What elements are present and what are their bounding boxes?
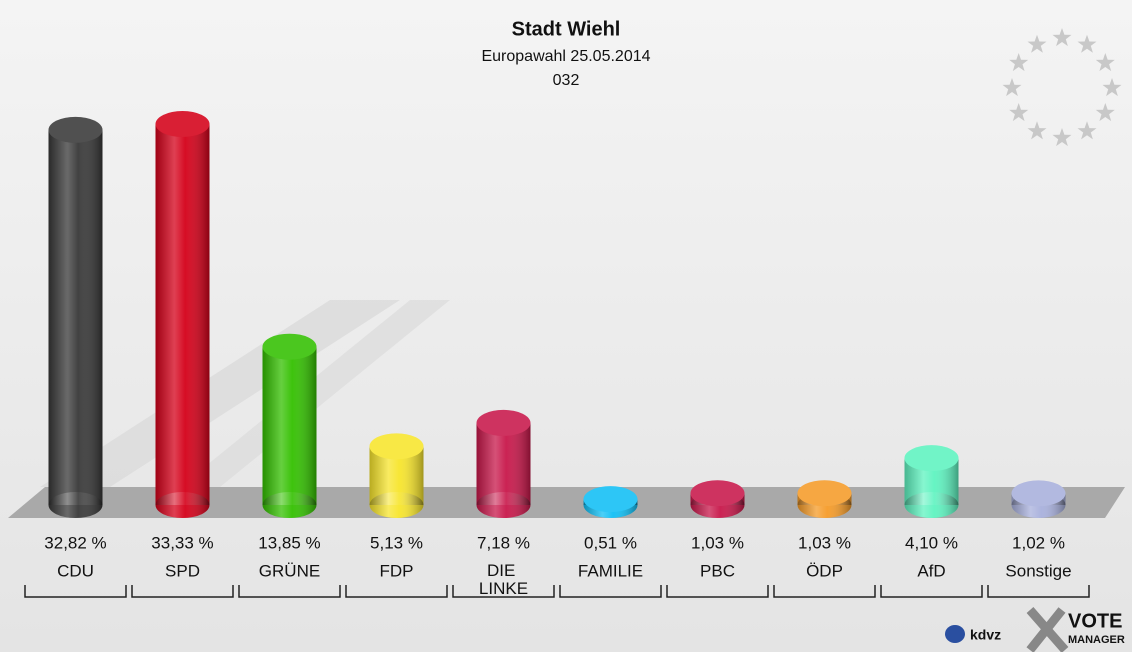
bracket (773, 585, 876, 598)
x-tick-label: FDP (380, 561, 414, 580)
bar-shade (155, 124, 210, 506)
star (1027, 34, 1047, 53)
x-tick-label: GRÜNE (259, 561, 320, 580)
value-label: 1,03 % (798, 533, 851, 552)
value-label: 13,85 % (258, 533, 320, 552)
bar-top (797, 480, 852, 507)
bar-shade (476, 422, 531, 505)
star (1009, 53, 1029, 72)
value-label: 0,51 % (584, 533, 637, 552)
bar-shade (262, 346, 317, 505)
value-label: 4,10 % (905, 533, 958, 552)
value-label: 5,13 % (370, 533, 423, 552)
bracket (131, 585, 234, 598)
eu-stars (1002, 28, 1122, 147)
bar-top (155, 111, 210, 138)
bracket (238, 585, 341, 598)
star (1077, 34, 1097, 53)
bracket (559, 585, 662, 598)
bar-top-highlight (1011, 480, 1066, 507)
bar-shade (48, 129, 103, 505)
bar-top-highlight (262, 333, 317, 360)
x-tick-label: FAMILIE (578, 561, 643, 580)
bar-top-highlight (690, 480, 745, 507)
bar-base-shade (369, 492, 424, 518)
bar-base-shade (476, 492, 531, 518)
value-label: 1,02 % (1012, 533, 1065, 552)
x-tick-label: DIE LINKE (479, 561, 528, 598)
bar-top (369, 433, 424, 460)
bracket (880, 585, 983, 598)
star (1095, 53, 1115, 72)
bar-top (262, 333, 317, 360)
bar-top (583, 486, 638, 513)
x-tick-label: PBC (700, 561, 735, 580)
star (1002, 78, 1022, 97)
logo-x (1026, 607, 1069, 652)
bar-top (904, 445, 959, 472)
value-label: 7,18 % (477, 533, 530, 552)
bracket (452, 585, 555, 598)
bar-top-highlight (476, 409, 531, 436)
logo-icon (945, 625, 965, 643)
bar-base-shade (904, 492, 959, 518)
chart-subtitle: Europawahl 25.05.2014 (481, 48, 650, 65)
x-tick-label: SPD (165, 561, 200, 580)
x-tick-label: ÖDP (806, 561, 843, 580)
value-label: 32,82 % (44, 533, 106, 552)
chart-title: Stadt Wiehl (512, 18, 621, 40)
bar-top (690, 480, 745, 507)
bar-top-highlight (48, 116, 103, 143)
value-label: 1,03 % (691, 533, 744, 552)
logo: kdvz VOTE MANAGER (945, 607, 1125, 652)
bar-base-shade (262, 492, 317, 518)
bracket (345, 585, 448, 598)
star (1052, 28, 1072, 47)
bracket (24, 585, 127, 598)
star (1027, 121, 1047, 140)
bar-top-highlight (797, 480, 852, 507)
logo-text: kdvz (970, 627, 1001, 643)
star (1009, 103, 1029, 122)
x-tick-label: Sonstige (1005, 561, 1071, 580)
star (1102, 78, 1122, 97)
star (1095, 103, 1115, 122)
x-tick-label: AfD (917, 561, 945, 580)
star (1052, 128, 1072, 147)
bar-base-shade (155, 492, 210, 518)
bracket (987, 585, 1090, 598)
logo-text: MANAGER (1068, 634, 1125, 646)
chart-subtitle: 032 (553, 72, 580, 89)
bar-top-highlight (583, 486, 638, 513)
logo-text: VOTE (1068, 610, 1122, 632)
bracket (666, 585, 769, 598)
x-tick-label: CDU (57, 561, 94, 580)
bar-top (48, 116, 103, 143)
bar-top (1011, 480, 1066, 507)
bar-top-highlight (155, 111, 210, 138)
bar-top-highlight (904, 445, 959, 472)
value-label: 33,33 % (151, 533, 213, 552)
bar-top-highlight (369, 433, 424, 460)
bar-base-shade (48, 492, 103, 518)
bar-top (476, 409, 531, 436)
star (1077, 121, 1097, 140)
